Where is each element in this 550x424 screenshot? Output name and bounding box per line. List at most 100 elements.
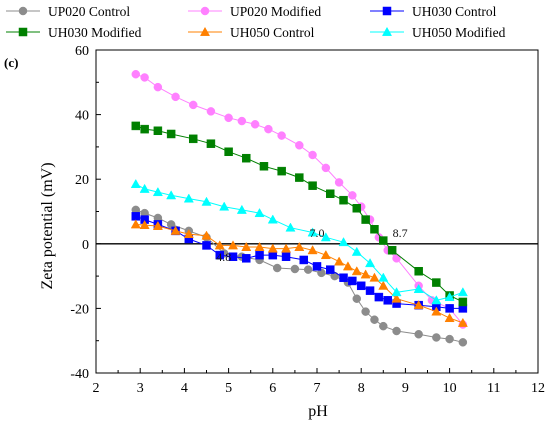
data-point xyxy=(307,245,318,255)
legend-marker xyxy=(381,26,393,36)
data-point xyxy=(365,286,375,295)
legend-label: UH050 Modified xyxy=(412,25,506,40)
plot-frame xyxy=(95,49,539,374)
data-point xyxy=(352,204,362,213)
data-point xyxy=(166,129,176,139)
data-point xyxy=(170,225,181,235)
data-point xyxy=(387,246,397,255)
y-tick-label: -20 xyxy=(70,302,89,317)
data-point xyxy=(219,201,230,211)
data-point xyxy=(321,163,331,173)
data-point xyxy=(338,237,349,247)
data-point xyxy=(267,214,278,224)
data-point xyxy=(242,254,251,263)
data-point xyxy=(391,293,402,303)
data-point xyxy=(370,225,379,234)
data-point xyxy=(320,249,331,260)
legend-marker xyxy=(200,6,210,16)
legend-label: UH030 Control xyxy=(412,4,497,19)
data-point xyxy=(215,250,225,260)
series-uh050-control xyxy=(130,219,468,327)
data-point xyxy=(351,246,362,256)
data-point xyxy=(457,287,468,297)
legend-marker xyxy=(18,27,28,37)
data-point xyxy=(458,338,468,347)
x-tick-label: 5 xyxy=(225,381,232,396)
data-point xyxy=(391,287,402,297)
data-point xyxy=(379,236,388,245)
legend-item: UP020 Control xyxy=(6,4,130,19)
data-point xyxy=(326,189,335,198)
data-point xyxy=(383,296,392,305)
data-point xyxy=(317,268,326,278)
data-point xyxy=(413,300,424,310)
x-tick-label: 2 xyxy=(93,381,100,396)
data-point xyxy=(431,306,442,316)
panel-label: (c) xyxy=(4,55,18,70)
data-point xyxy=(308,150,317,160)
x-tick-label: 7 xyxy=(314,381,321,396)
axis-ticks: 2 3 4 5 6 7 8 9 10 11 12 -40 -20 0 20 40 60 xyxy=(70,44,545,396)
data-point xyxy=(361,307,370,316)
x-tick-label: 12 xyxy=(531,381,545,396)
data-point xyxy=(445,304,454,313)
data-point xyxy=(214,240,225,250)
data-point xyxy=(281,243,292,253)
data-point xyxy=(413,283,424,293)
legend-marker xyxy=(18,6,28,16)
data-point xyxy=(131,69,141,79)
data-point xyxy=(295,173,304,182)
data-point xyxy=(183,228,194,239)
annotations: 4.8 7.0 8.7 xyxy=(216,226,407,264)
data-point xyxy=(224,147,233,156)
data-point xyxy=(348,191,357,200)
data-point xyxy=(131,121,141,131)
pzc-annotation: 4.8 xyxy=(216,250,231,264)
data-point xyxy=(264,124,273,134)
data-point xyxy=(241,241,252,251)
y-tick-label: 60 xyxy=(75,44,89,59)
data-point xyxy=(281,252,291,261)
data-point xyxy=(295,141,304,150)
data-point xyxy=(236,204,247,214)
data-point xyxy=(224,113,233,123)
data-point xyxy=(285,222,296,232)
x-tick-label: 11 xyxy=(487,381,500,396)
data-point xyxy=(153,126,163,135)
data-point xyxy=(206,139,216,148)
data-point xyxy=(457,317,468,327)
series-uh030-control xyxy=(131,212,468,313)
series-line xyxy=(135,183,464,301)
data-point xyxy=(370,315,379,324)
series-up020-control xyxy=(131,205,468,347)
x-tick-label: 8 xyxy=(358,381,365,396)
legend: UP020 Control UP020 Modified UH030 Control… xyxy=(6,4,506,40)
data-point xyxy=(360,269,371,279)
data-point xyxy=(277,131,286,140)
data-point xyxy=(444,312,455,323)
data-point xyxy=(290,264,300,274)
data-point xyxy=(374,292,384,302)
data-point xyxy=(188,134,198,144)
data-point xyxy=(130,178,141,188)
data-point xyxy=(131,212,141,221)
data-point xyxy=(259,162,269,171)
data-point xyxy=(139,219,150,229)
x-tick-label: 6 xyxy=(269,381,276,396)
x-tick-label: 9 xyxy=(402,381,409,396)
data-point xyxy=(369,272,380,282)
data-point xyxy=(202,241,211,250)
data-point xyxy=(432,278,441,287)
x-tick-label: 3 xyxy=(137,381,144,396)
data-point xyxy=(303,265,313,274)
data-point xyxy=(201,230,212,240)
data-point xyxy=(339,195,348,205)
legend-label: UP020 Modified xyxy=(230,4,321,19)
data-point xyxy=(140,73,149,82)
legend-item: UH050 Control xyxy=(188,25,315,40)
legend-label: UP020 Control xyxy=(48,4,130,19)
y-tick-label: -40 xyxy=(70,367,89,382)
data-point xyxy=(414,267,423,276)
data-point xyxy=(334,178,344,187)
